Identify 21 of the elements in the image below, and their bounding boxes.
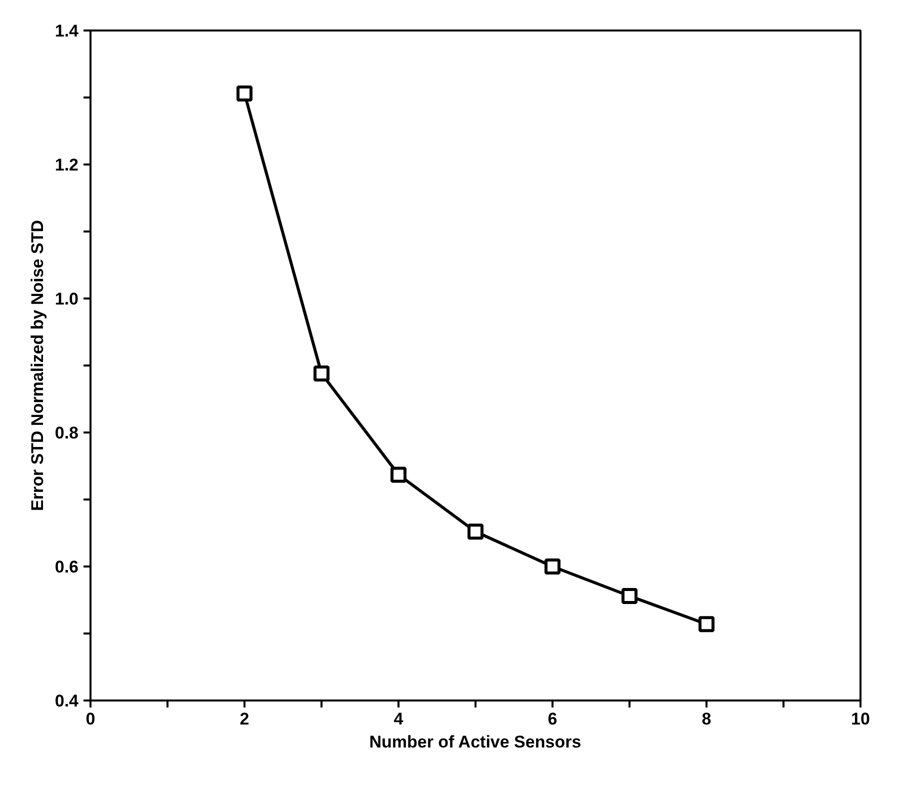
x-tick-label: 0: [86, 710, 96, 728]
x-tick-label: 8: [702, 710, 712, 728]
x-tick-label: 2: [240, 710, 250, 728]
y-tick-label: 0.8: [54, 424, 79, 442]
x-tick-label: 10: [851, 710, 870, 728]
y-tick-label: 1.4: [54, 22, 80, 40]
x-axis-title: Number of Active Sensors: [369, 732, 582, 752]
point: [622, 588, 638, 604]
y-tick-label: 1.0: [54, 290, 79, 308]
x-tick-label: 6: [548, 710, 558, 728]
point: [390, 466, 406, 483]
y-tick-label: 1.2: [54, 156, 79, 174]
point: [314, 366, 330, 382]
x-tick-label: 4: [394, 710, 404, 728]
point: [698, 616, 714, 632]
point: [468, 524, 484, 540]
point: [236, 85, 252, 102]
y-tick-label: 0.4: [54, 692, 80, 710]
y-axis-title: Error STD Normalized by Noise STD: [28, 220, 47, 511]
point: [544, 558, 560, 574]
y-tick-label: 0.6: [54, 558, 79, 576]
